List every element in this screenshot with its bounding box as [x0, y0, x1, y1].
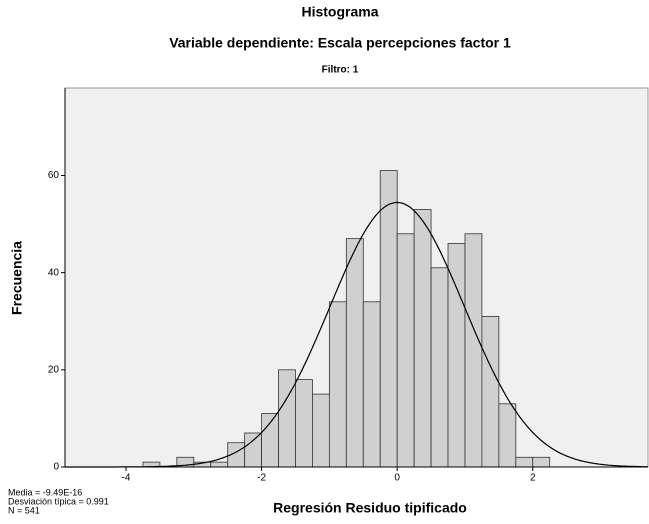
y-tick-label: 40: [48, 267, 60, 278]
bar: [515, 456, 534, 468]
bar: [447, 243, 466, 468]
x-tick-label: -4: [122, 473, 131, 484]
y-tick-label: 20: [48, 364, 60, 375]
y-tick-label: 0: [53, 462, 59, 473]
x-tick-label: -2: [257, 473, 266, 484]
normal-curve: [65, 201, 649, 468]
stat-mean: Media = -9.49E-16: [8, 487, 82, 497]
bar: [464, 233, 483, 468]
bar: [481, 315, 500, 468]
stat-sd: Desviación típica = 0.991: [8, 496, 109, 506]
bar: [210, 461, 229, 468]
chart-subtitle: Variable dependiente: Escala percepcione…: [169, 35, 511, 51]
bar: [379, 170, 398, 468]
bar: [261, 413, 279, 468]
bar: [532, 456, 551, 468]
bar: [312, 393, 330, 468]
y-axis-label: Frecuencia: [9, 241, 25, 315]
bar: [295, 379, 313, 468]
bar: [345, 238, 364, 468]
filter-label: Filtro: 1: [322, 65, 359, 76]
bar: [328, 301, 347, 468]
y-tick-label: 60: [48, 170, 60, 181]
bar: [278, 369, 296, 468]
x-axis-label: Regresión Residuo tipificado: [273, 500, 467, 516]
bar: [498, 403, 517, 468]
bar: [413, 209, 432, 468]
x-tick-label: 0: [394, 473, 400, 484]
bar: [396, 233, 415, 468]
bar: [362, 301, 381, 468]
x-tick-label: 2: [530, 473, 536, 484]
bar: [244, 432, 262, 468]
bar: [430, 267, 449, 468]
chart-title: Histograma: [301, 4, 378, 20]
stat-n: N = 541: [8, 505, 40, 515]
